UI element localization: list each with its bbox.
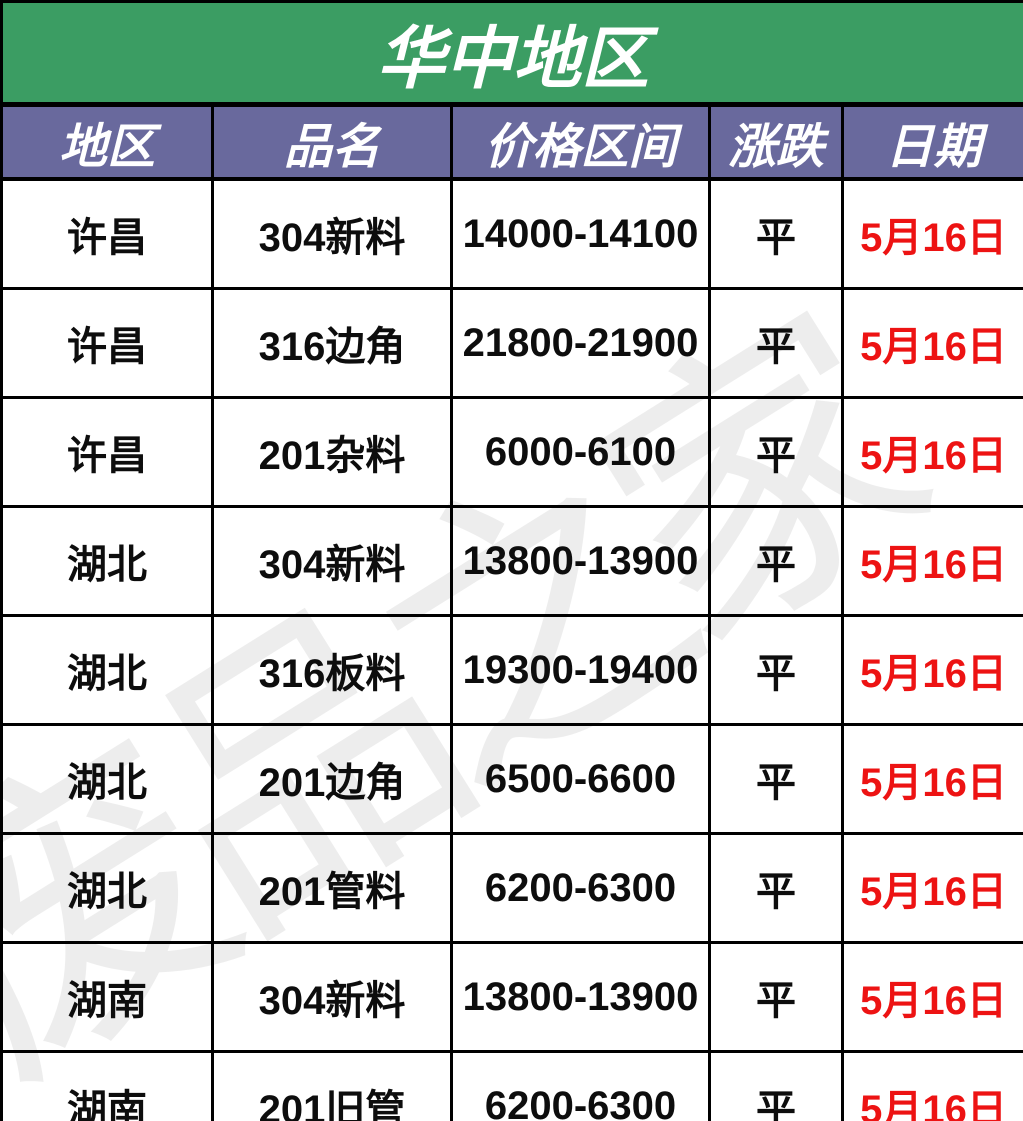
price-range-cell: 13800-13900: [450, 505, 711, 617]
product-cell: 201杂料: [211, 396, 453, 508]
date-cell: 5月16日: [840, 832, 1023, 944]
title-row: 华中地区: [0, 0, 1023, 107]
change-cell: 平: [708, 505, 844, 617]
change-cell: 平: [708, 614, 844, 726]
price-range-cell: 14000-14100: [450, 177, 711, 290]
region-cell: 许昌: [0, 287, 214, 399]
product-cell: 316板料: [211, 614, 453, 726]
region-cell: 许昌: [0, 396, 214, 508]
date-cell: 5月16日: [840, 941, 1023, 1053]
product-cell: 316边角: [211, 287, 453, 399]
column-header-product: 品名: [211, 103, 453, 181]
date-cell: 5月16日: [840, 723, 1023, 835]
price-range-cell: 6200-6300: [450, 832, 711, 944]
column-header-region: 地区: [0, 103, 214, 181]
date-cell: 5月16日: [840, 1050, 1023, 1121]
table-row: 许昌 304新料 14000-14100 平 5月16日: [0, 177, 1023, 290]
table-row: 湖南 304新料 13800-13900 平 5月16日: [0, 941, 1023, 1053]
price-range-cell: 13800-13900: [450, 941, 711, 1053]
table-row: 湖北 201边角 6500-6600 平 5月16日: [0, 723, 1023, 835]
column-header-date: 日期: [840, 103, 1023, 181]
product-cell: 201旧管: [211, 1050, 453, 1121]
region-cell: 湖北: [0, 832, 214, 944]
region-cell: 湖南: [0, 1050, 214, 1121]
region-cell: 许昌: [0, 177, 214, 290]
change-cell: 平: [708, 723, 844, 835]
region-cell: 湖北: [0, 505, 214, 617]
change-cell: 平: [708, 1050, 844, 1121]
date-cell: 5月16日: [840, 614, 1023, 726]
table-row: 湖北 316板料 19300-19400 平 5月16日: [0, 614, 1023, 726]
date-cell: 5月16日: [840, 505, 1023, 617]
table-row: 湖北 304新料 13800-13900 平 5月16日: [0, 505, 1023, 617]
price-range-cell: 6000-6100: [450, 396, 711, 508]
price-range-cell: 6200-6300: [450, 1050, 711, 1121]
product-cell: 304新料: [211, 505, 453, 617]
region-cell: 湖南: [0, 941, 214, 1053]
region-cell: 湖北: [0, 723, 214, 835]
column-header-price-range: 价格区间: [450, 103, 711, 181]
change-cell: 平: [708, 287, 844, 399]
date-cell: 5月16日: [840, 396, 1023, 508]
change-cell: 平: [708, 396, 844, 508]
table-row: 湖北 201管料 6200-6300 平 5月16日: [0, 832, 1023, 944]
column-header-row: 地区 品名 价格区间 涨跌 日期: [0, 103, 1023, 181]
change-cell: 平: [708, 177, 844, 290]
table-row: 湖南 201旧管 6200-6300 平 5月16日: [0, 1050, 1023, 1121]
change-cell: 平: [708, 832, 844, 944]
date-cell: 5月16日: [840, 177, 1023, 290]
table-row: 许昌 201杂料 6000-6100 平 5月16日: [0, 396, 1023, 508]
product-cell: 304新料: [211, 941, 453, 1053]
product-cell: 201边角: [211, 723, 453, 835]
date-cell: 5月16日: [840, 287, 1023, 399]
column-header-change: 涨跌: [708, 103, 844, 181]
table-row: 许昌 316边角 21800-21900 平 5月16日: [0, 287, 1023, 399]
region-cell: 湖北: [0, 614, 214, 726]
price-range-cell: 6500-6600: [450, 723, 711, 835]
region-title: 华中地区: [0, 0, 1023, 107]
product-cell: 304新料: [211, 177, 453, 290]
price-range-cell: 19300-19400: [450, 614, 711, 726]
product-cell: 201管料: [211, 832, 453, 944]
price-range-cell: 21800-21900: [450, 287, 711, 399]
change-cell: 平: [708, 941, 844, 1053]
